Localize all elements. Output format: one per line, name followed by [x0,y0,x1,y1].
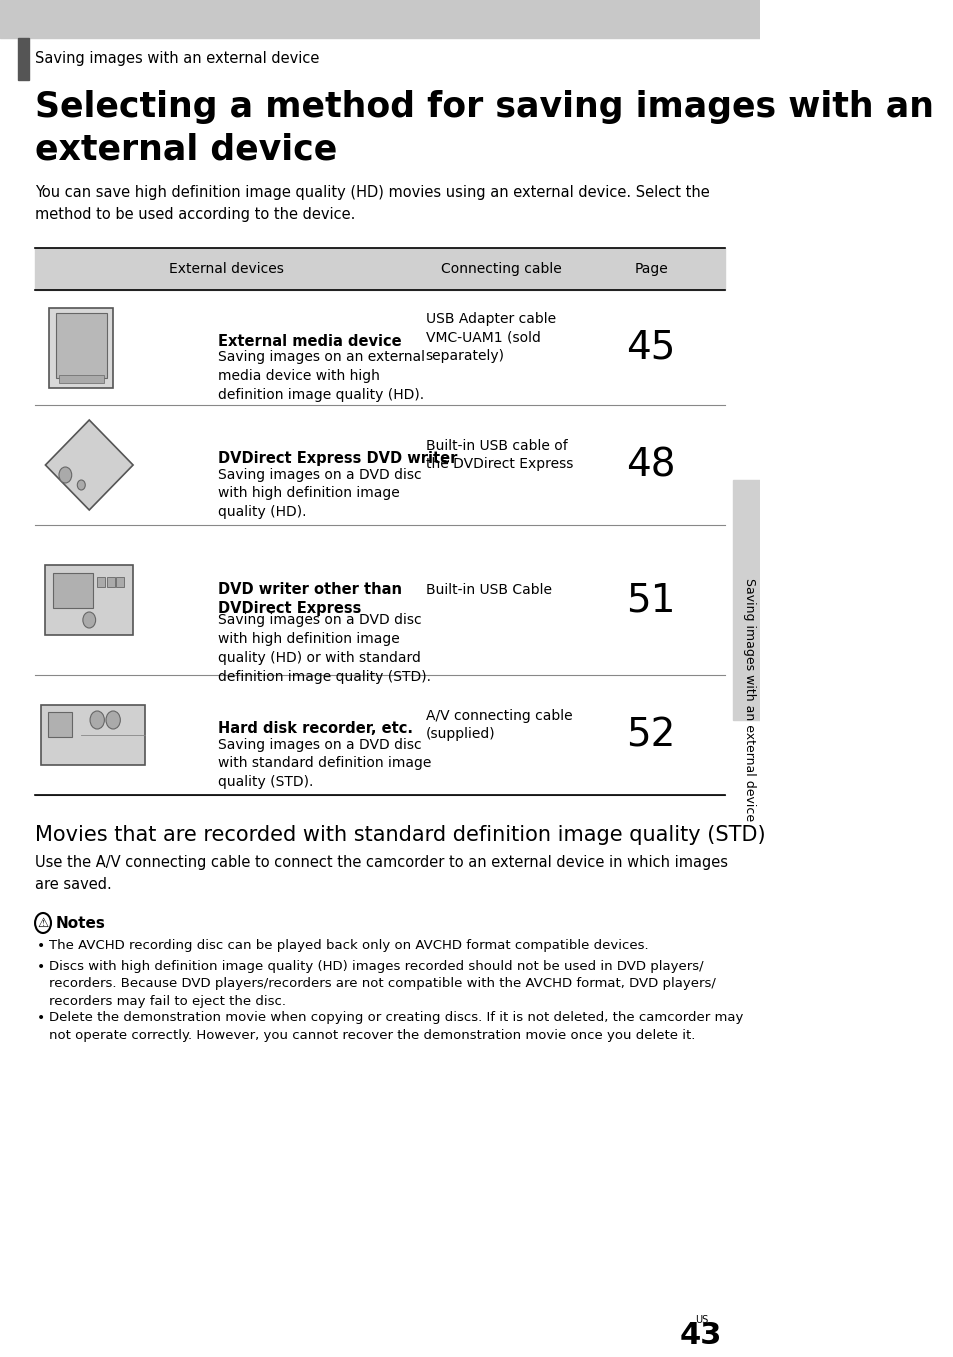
Circle shape [106,711,120,729]
Text: •: • [37,959,46,973]
Bar [46,565,133,635]
Text: 51: 51 [626,581,675,619]
Text: Discs with high definition image quality (HD) images recorded should not be used: Discs with high definition image quality… [50,959,716,1007]
Text: Saving images on a DVD disc
with high definition image
quality (HD) or with stan: Saving images on a DVD disc with high de… [218,613,431,684]
Text: Notes: Notes [55,916,106,931]
Text: External devices: External devices [169,262,283,275]
Bar [59,375,104,383]
Text: Saving images on a DVD disc
with standard definition image
quality (STD).: Saving images on a DVD disc with standar… [218,737,432,790]
Bar [97,577,105,588]
Circle shape [90,711,104,729]
Bar [0,0,760,38]
Bar [48,712,71,737]
Bar [35,248,724,290]
Text: Delete the demonstration movie when copying or creating discs. If it is not dele: Delete the demonstration movie when copy… [50,1011,743,1042]
Polygon shape [46,421,133,510]
Text: Connecting cable: Connecting cable [440,262,561,275]
Text: 52: 52 [626,716,675,754]
Bar [41,706,145,765]
Text: 43: 43 [679,1320,721,1349]
Text: ⚠: ⚠ [37,916,49,930]
Bar [116,577,124,588]
Text: A/V connecting cable
(supplied): A/V connecting cable (supplied) [425,708,572,741]
Text: DVD writer other than
DVDirect Express: DVD writer other than DVDirect Express [218,582,402,616]
Text: Saving images with an external device: Saving images with an external device [741,578,755,821]
Text: The AVCHD recording disc can be played back only on AVCHD format compatible devi: The AVCHD recording disc can be played b… [50,939,648,953]
Text: Saving images with an external device: Saving images with an external device [35,50,319,65]
Bar [733,480,760,721]
Text: Built-in USB Cable: Built-in USB Cable [425,584,551,597]
Circle shape [83,612,95,628]
Text: Saving images on a DVD disc
with high definition image
quality (HD).: Saving images on a DVD disc with high de… [218,468,421,520]
Text: Use the A/V connecting cable to connect the camcorder to an external device in w: Use the A/V connecting cable to connect … [35,855,727,892]
Bar [55,312,107,377]
Text: US: US [694,1315,707,1324]
Bar [17,38,29,80]
Text: Saving images on an external
media device with high
definition image quality (HD: Saving images on an external media devic… [218,350,425,402]
Bar [107,577,114,588]
Text: External media device: External media device [218,334,401,349]
Text: Selecting a method for saving images with an
external device: Selecting a method for saving images wit… [35,90,933,166]
Text: Hard disk recorder, etc.: Hard disk recorder, etc. [218,721,413,735]
Text: 48: 48 [626,446,675,484]
Bar [53,573,93,608]
Circle shape [77,480,85,490]
Text: •: • [37,939,46,953]
Text: Movies that are recorded with standard definition image quality (STD): Movies that are recorded with standard d… [35,825,765,845]
Text: USB Adapter cable
VMC-UAM1 (sold
separately): USB Adapter cable VMC-UAM1 (sold separat… [425,312,555,364]
Text: •: • [37,1011,46,1025]
Bar [50,308,113,388]
Text: Built-in USB cable of
the DVDirect Express: Built-in USB cable of the DVDirect Expre… [425,438,573,471]
Circle shape [59,467,71,483]
Text: You can save high definition image quality (HD) movies using an external device.: You can save high definition image quali… [35,185,709,221]
Text: Page: Page [634,262,667,275]
Text: DVDirect Express DVD writer: DVDirect Express DVD writer [218,451,457,465]
Text: 45: 45 [626,328,675,366]
